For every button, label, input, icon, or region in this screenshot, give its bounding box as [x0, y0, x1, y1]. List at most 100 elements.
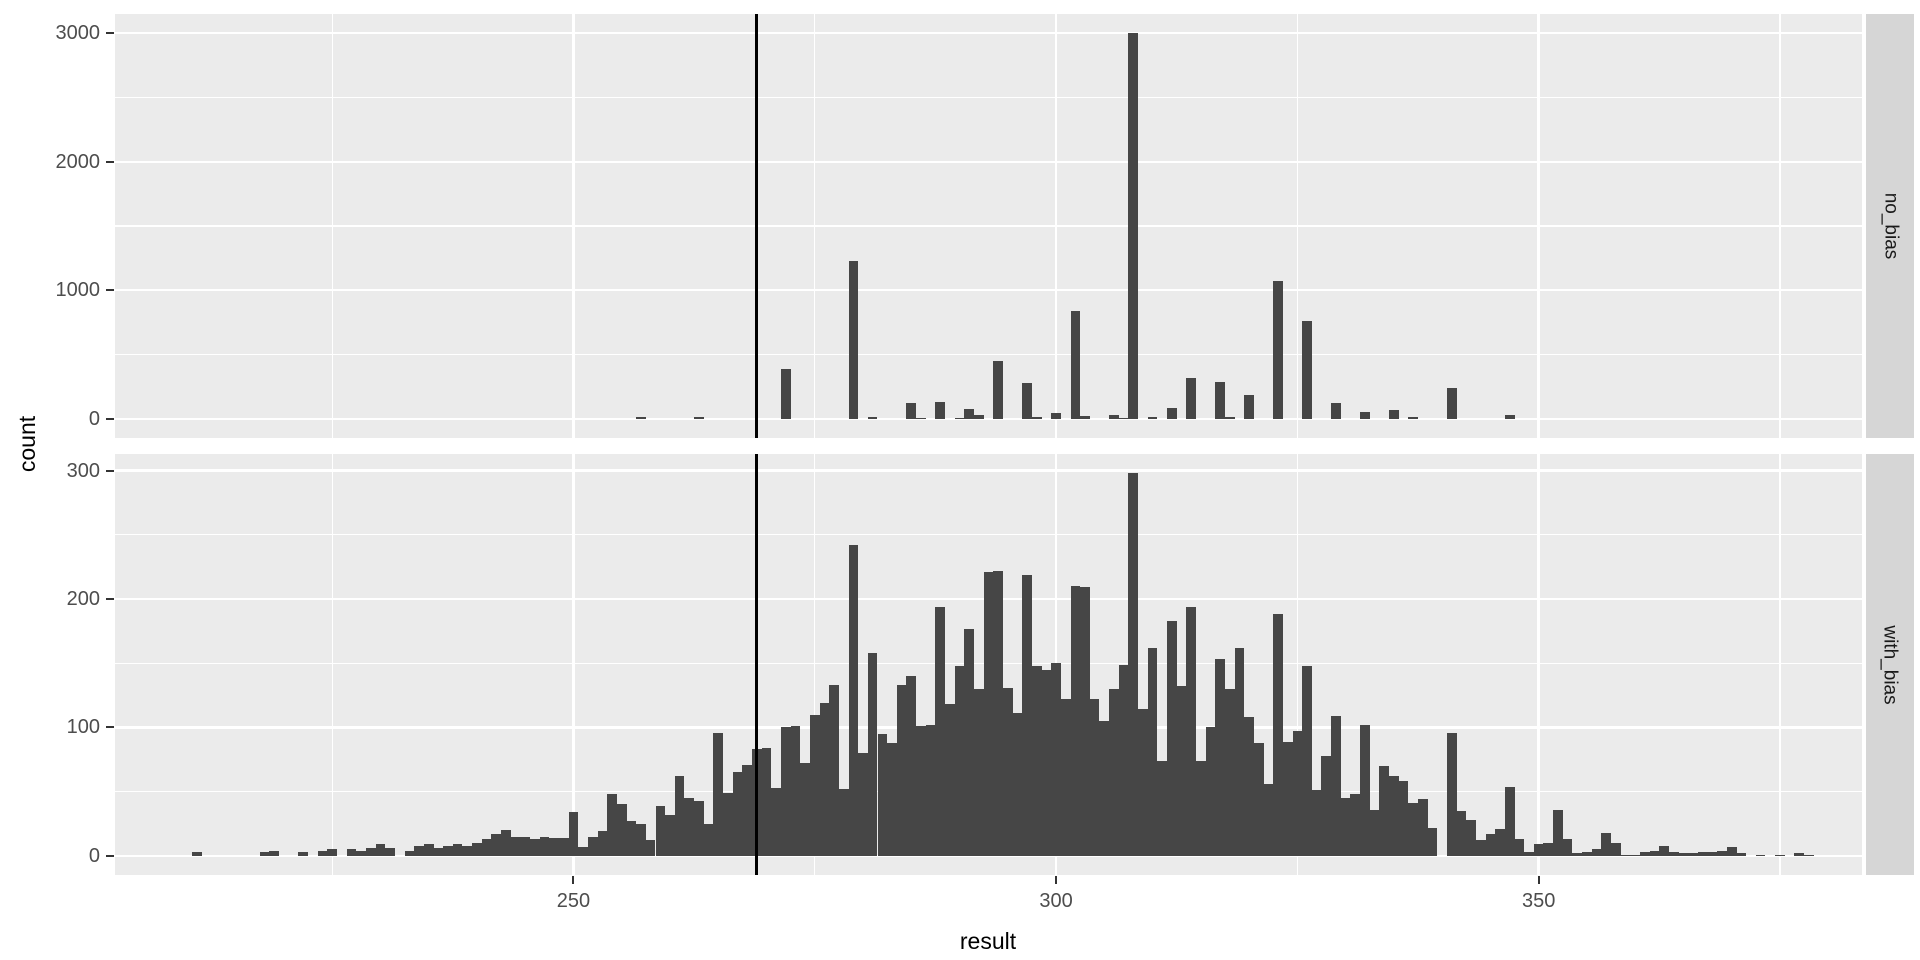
histogram-bar [916, 726, 926, 856]
histogram-bar [568, 812, 579, 856]
histogram-bar [838, 789, 849, 856]
histogram-bar [1331, 715, 1341, 856]
histogram-bar [1543, 843, 1554, 856]
histogram-bar [1060, 699, 1071, 856]
histogram-bar [346, 849, 357, 856]
histogram-bar [1244, 394, 1254, 419]
histogram-bar [1244, 717, 1254, 856]
histogram-bar [771, 787, 781, 856]
histogram-bar [790, 726, 801, 856]
histogram-bar [1514, 839, 1525, 856]
y-tick-mark [106, 417, 114, 420]
x-tick-mark [1055, 876, 1058, 884]
y-minor-gridline [115, 96, 1862, 99]
histogram-bar [443, 845, 453, 856]
histogram-bar [993, 360, 1003, 419]
histogram-bar [1630, 854, 1640, 856]
histogram-bar [578, 846, 588, 856]
histogram-bar [1398, 781, 1409, 856]
histogram-bar [858, 753, 868, 856]
histogram-bar [1321, 755, 1332, 856]
histogram-bar [983, 572, 994, 856]
histogram-bar [1446, 732, 1457, 856]
histogram-bar [1717, 850, 1727, 856]
histogram-bar [1601, 832, 1612, 856]
histogram-bar [1504, 415, 1515, 419]
x-tick-label: 250 [556, 890, 591, 912]
histogram-bar [472, 843, 482, 856]
x-major-gridline [1054, 14, 1058, 438]
histogram-bar [1031, 417, 1042, 419]
x-tick-label: 350 [1521, 890, 1556, 912]
histogram-bar [636, 823, 646, 856]
histogram-bar [385, 848, 395, 856]
histogram-bar [327, 849, 337, 856]
histogram-bar [1379, 765, 1390, 856]
y-major-gridline [115, 32, 1862, 35]
histogram-bar [1012, 713, 1023, 856]
histogram-bar [723, 792, 733, 856]
histogram-bar [800, 763, 810, 856]
histogram-bar [645, 840, 656, 856]
histogram-bar [1186, 606, 1196, 856]
histogram-bar [1022, 574, 1032, 856]
x-tick-label: 300 [1039, 890, 1073, 912]
x-minor-gridline [1296, 14, 1298, 438]
histogram-bar [1128, 33, 1139, 419]
histogram-bar [954, 418, 965, 419]
facet-strip-label: with_bias [1880, 624, 1901, 705]
histogram-bar [1205, 727, 1216, 856]
histogram-bar [694, 416, 704, 419]
histogram-bar [1331, 403, 1341, 419]
histogram-bar [1263, 783, 1274, 856]
histogram-bar [1350, 794, 1361, 856]
histogram-bar [848, 260, 859, 419]
histogram-bar [1311, 790, 1322, 856]
histogram-bar [1196, 760, 1206, 856]
histogram-bar [607, 794, 617, 856]
histogram-bar [1224, 688, 1235, 856]
histogram-bar [954, 665, 965, 856]
histogram-bar [626, 821, 637, 856]
histogram-bar [481, 839, 492, 856]
histogram-bar [1466, 819, 1476, 856]
y-minor-gridline [115, 353, 1862, 356]
y-tick-label: 100 [66, 716, 100, 739]
histogram-bar [780, 727, 791, 856]
histogram-bar [761, 747, 772, 856]
histogram-bar [520, 836, 531, 856]
histogram-bar [877, 733, 888, 856]
x-minor-gridline [1779, 14, 1781, 438]
histogram-bar [1302, 321, 1312, 419]
histogram-bar [597, 831, 608, 856]
histogram-bar [1427, 827, 1438, 856]
y-tick-mark [106, 469, 114, 472]
histogram-bar [1109, 414, 1119, 419]
y-tick-label: 1000 [55, 279, 101, 302]
y-tick-mark [106, 32, 114, 35]
histogram-bar [925, 724, 936, 856]
histogram-bar [1533, 844, 1544, 856]
histogram-bar [896, 685, 907, 856]
y-tick-label: 300 [66, 459, 100, 482]
y-major-gridline [115, 289, 1862, 292]
x-minor-gridline [1296, 454, 1298, 875]
histogram-bar [848, 545, 859, 856]
histogram-bar [1109, 688, 1119, 856]
histogram-bar [906, 403, 917, 419]
histogram-bar [867, 652, 878, 856]
histogram-bar [1659, 845, 1669, 856]
histogram-bar [1572, 853, 1583, 856]
histogram-bar [809, 714, 820, 856]
histogram-bar [1022, 383, 1032, 419]
histogram-bar [694, 800, 704, 856]
histogram-bar [1147, 647, 1158, 856]
histogram-bar [1736, 853, 1747, 856]
x-minor-gridline [331, 454, 333, 875]
x-tick-mark [572, 876, 575, 884]
histogram-bar [356, 850, 366, 856]
histogram-bar [1070, 586, 1081, 856]
x-minor-gridline [331, 14, 333, 438]
histogram-bar [1157, 760, 1168, 856]
